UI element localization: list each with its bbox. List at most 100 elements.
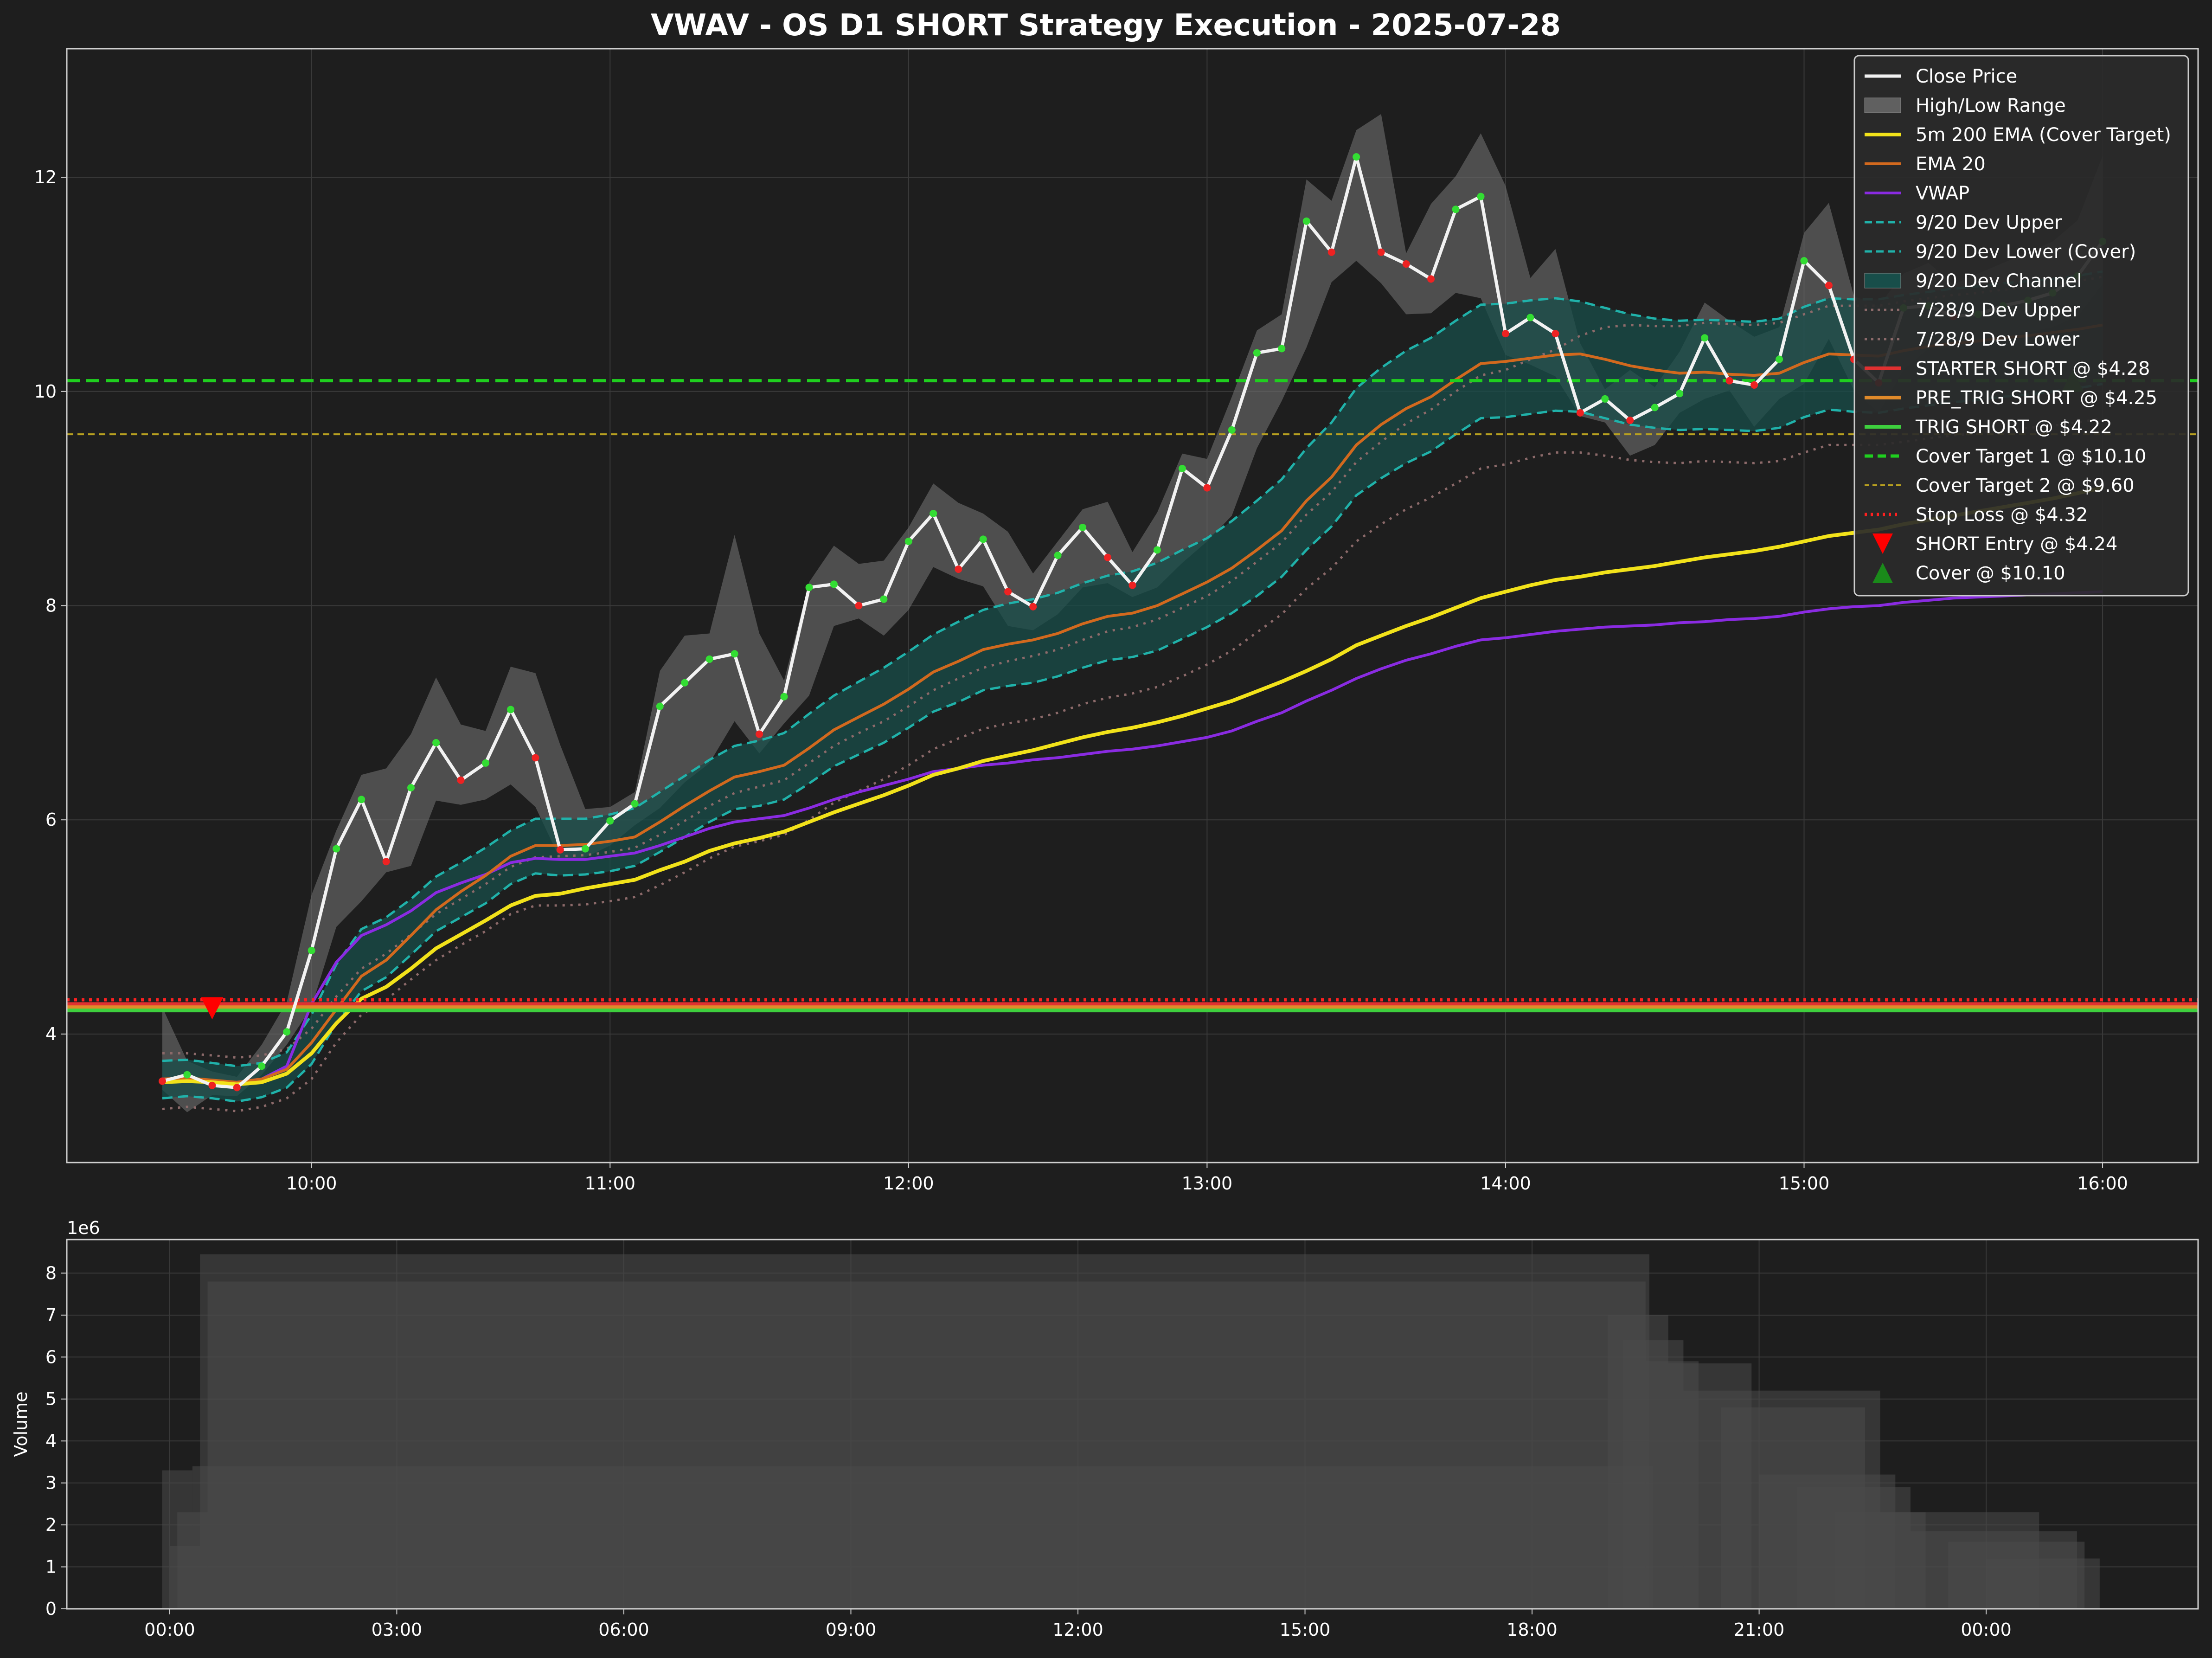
close-point	[1626, 417, 1634, 424]
vol-y-tick-label: 8	[45, 1263, 57, 1283]
close-point	[1526, 314, 1534, 321]
close-point	[432, 739, 440, 747]
legend-label: PRE_TRIG SHORT @ $4.25	[1916, 387, 2157, 409]
x-tick-label: 14:00	[1480, 1173, 1531, 1194]
dev920-lower-line	[162, 383, 2103, 1103]
close-point	[1725, 377, 1733, 385]
legend-label: VWAP	[1916, 183, 1969, 204]
close-point	[855, 602, 863, 610]
close-point	[731, 650, 738, 658]
close-point	[283, 1028, 291, 1036]
close-point	[382, 858, 390, 866]
close-point	[208, 1081, 216, 1089]
close-point	[1576, 409, 1584, 417]
chart-title: VWAV - OS D1 SHORT Strategy Execution - …	[651, 8, 1561, 43]
close-point	[556, 846, 564, 854]
vol-x-tick-label: 09:00	[826, 1619, 877, 1640]
x-tick-label: 13:00	[1182, 1173, 1233, 1194]
legend-label: Close Price	[1916, 66, 2017, 87]
y-tick-label: 4	[45, 1024, 57, 1044]
close-point	[1676, 390, 1684, 398]
vol-x-tick-label: 03:00	[372, 1619, 423, 1640]
volume-axes-frame	[66, 1239, 2199, 1610]
legend-label: EMA 20	[1916, 154, 1986, 175]
legend-swatch-9-20-dev-channel	[1864, 273, 1901, 289]
legend-swatch-short-entry-4-24	[1872, 533, 1893, 554]
close-point	[333, 845, 340, 853]
close-point	[1701, 334, 1709, 342]
close-point	[233, 1084, 241, 1092]
y-tick-label: 6	[45, 810, 57, 830]
vol-y-tick-label: 6	[45, 1347, 57, 1367]
ema200-line	[162, 486, 2103, 1086]
close-point	[1452, 206, 1460, 213]
close-point	[1079, 523, 1087, 531]
vol-y-tick-label: 1	[45, 1557, 57, 1577]
ema20-line	[162, 323, 2103, 1084]
x-tick-label: 11:00	[585, 1173, 636, 1194]
close-point	[805, 584, 813, 591]
legend-swatch-cover-10-10	[1872, 563, 1893, 583]
close-point	[1825, 282, 1833, 289]
close-point	[258, 1062, 266, 1070]
x-tick-label: 12:00	[883, 1173, 934, 1194]
vol-y-tick-label: 7	[45, 1305, 57, 1325]
legend-label: Stop Loss @ $4.32	[1916, 504, 2088, 526]
legend-label: SHORT Entry @ $4.24	[1916, 533, 2117, 555]
vol-y-tick-label: 4	[45, 1431, 57, 1451]
close-point	[1402, 260, 1410, 268]
close-point	[1750, 381, 1758, 389]
vol-y-tick-label: 2	[45, 1515, 57, 1535]
close-point	[656, 702, 664, 710]
close-point	[1029, 603, 1037, 611]
close-point	[1377, 248, 1385, 256]
close-point	[457, 776, 465, 784]
close-point	[1327, 248, 1335, 256]
close-point	[532, 754, 539, 762]
close-point	[158, 1077, 166, 1085]
close-point	[1651, 404, 1659, 411]
vol-x-tick-label: 12:00	[1052, 1619, 1103, 1640]
close-point	[1353, 153, 1360, 161]
vol-y-tick-label: 0	[45, 1599, 57, 1619]
legend-swatch-high-low-range	[1864, 97, 1901, 113]
close-point	[1054, 551, 1062, 559]
close-point	[1501, 330, 1509, 338]
vol-x-tick-label: 00:00	[1961, 1619, 2012, 1640]
close-point	[1153, 546, 1161, 554]
close-point	[955, 566, 962, 573]
close-point	[681, 679, 689, 687]
y-tick-label: 12	[34, 167, 57, 187]
vol-y-tick-label: 3	[45, 1473, 57, 1493]
volume-scale-label: 1e6	[67, 1218, 100, 1238]
x-tick-label: 15:00	[1779, 1173, 1830, 1194]
close-point	[1104, 553, 1112, 561]
close-point	[1203, 484, 1211, 492]
close-point	[979, 535, 987, 543]
vol-x-tick-label: 21:00	[1734, 1619, 1785, 1640]
x-tick-label: 10:00	[286, 1173, 337, 1194]
close-point	[1278, 345, 1286, 353]
legend-box	[1853, 55, 2189, 597]
vol-y-tick-label: 5	[45, 1389, 57, 1409]
close-point	[1302, 217, 1310, 225]
volume-bar	[207, 1281, 1646, 1609]
volume-panel: 00:00 03:00 06:00 09:00 12:00 15:00 18:00 21:00…	[45, 1239, 2199, 1640]
close-point	[1477, 193, 1485, 200]
close-point	[1800, 257, 1808, 265]
dev7289-lower-line	[162, 417, 2103, 1112]
volume-bar	[1986, 1558, 2100, 1609]
close-point	[606, 817, 614, 825]
close-point	[830, 580, 838, 588]
dev920-upper-line	[162, 270, 2103, 1067]
close-point	[1228, 426, 1236, 434]
close-point	[1776, 355, 1783, 363]
close-point	[1004, 588, 1012, 596]
close-point	[358, 796, 365, 803]
close-point	[631, 800, 639, 808]
legend-label: 5m 200 EMA (Cover Target)	[1916, 124, 2171, 146]
volume-axis-label: Volume	[11, 1391, 31, 1457]
vol-x-tick-label: 06:00	[598, 1619, 649, 1640]
legend-label: 9/20 Dev Channel	[1916, 270, 2082, 292]
close-point	[183, 1071, 191, 1079]
